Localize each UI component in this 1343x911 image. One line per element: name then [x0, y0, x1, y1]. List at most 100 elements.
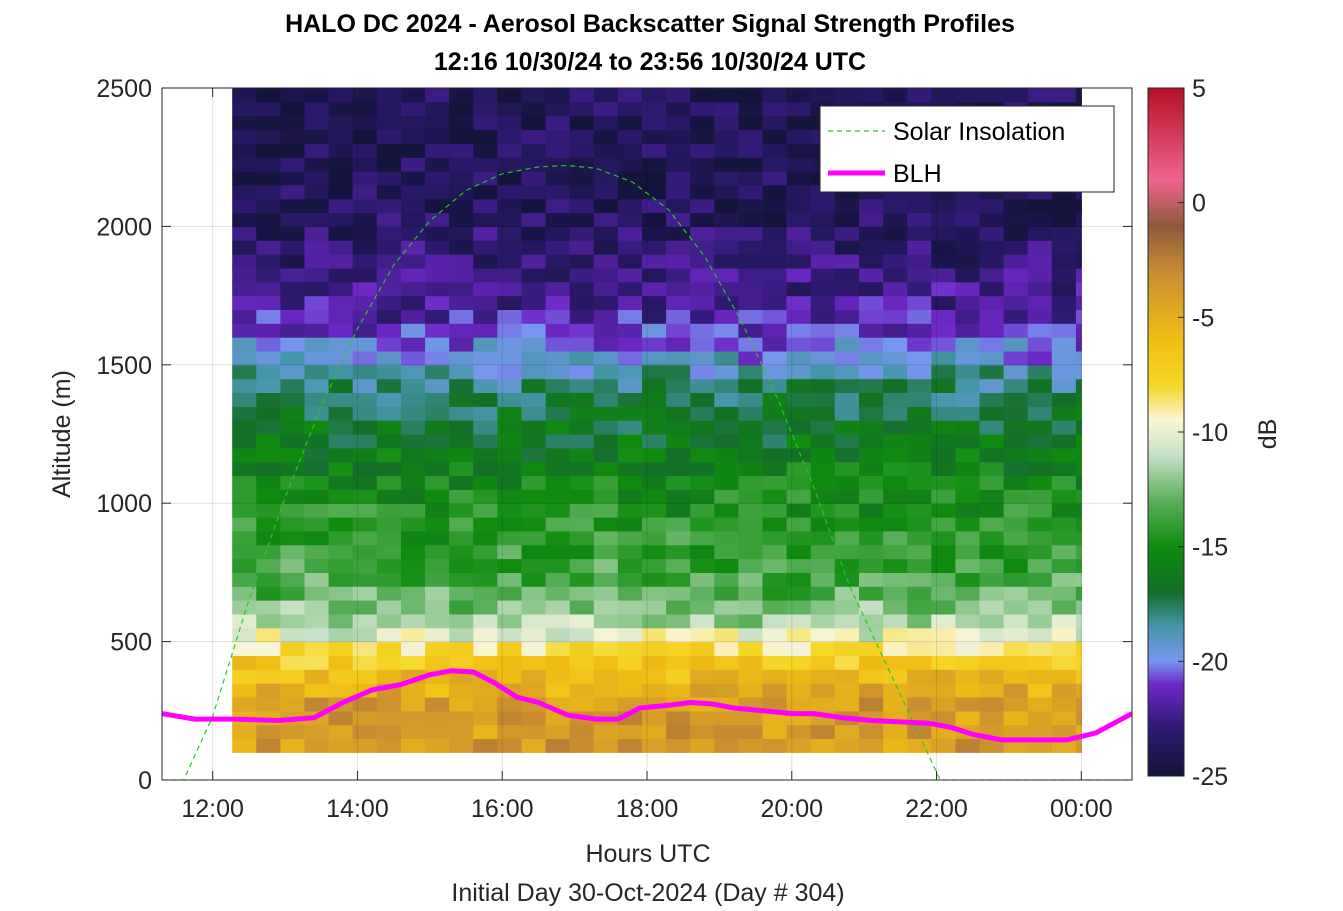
heatmap-cell [690, 212, 715, 227]
heatmap-cell [593, 171, 619, 186]
heatmap-cell [690, 351, 715, 366]
heatmap-cell [883, 489, 908, 504]
heatmap-cell [617, 267, 643, 283]
heatmap-cell [786, 669, 812, 684]
heatmap-cell [979, 558, 1005, 573]
heatmap-cell [328, 641, 354, 656]
colorbar-tick-label: 0 [1192, 190, 1206, 218]
heatmap-cell [401, 378, 426, 393]
heatmap-cell [280, 738, 306, 753]
heatmap-cell [883, 226, 908, 241]
heatmap-cell [955, 351, 981, 366]
heatmap-cell [666, 101, 691, 117]
heatmap-cell [376, 710, 402, 726]
heatmap-cell [328, 240, 354, 255]
y-axis-label: Altitude (m) [48, 370, 76, 498]
heatmap-cell [449, 281, 474, 297]
heatmap-cell [569, 323, 595, 338]
heatmap-cell [907, 544, 932, 560]
heatmap-cell [859, 655, 884, 670]
heatmap-cell [376, 88, 402, 103]
heatmap-cell [304, 392, 330, 407]
heatmap-cell [545, 240, 571, 255]
heatmap-cell [617, 115, 643, 131]
heatmap-cell [883, 600, 908, 615]
heatmap-cell [473, 254, 498, 269]
heatmap-cell [883, 420, 908, 435]
heatmap-cell [1027, 240, 1053, 255]
heatmap-cell [979, 254, 1005, 269]
heatmap-cell [931, 434, 956, 449]
heatmap-cell [1051, 586, 1077, 601]
heatmap-cell [931, 503, 956, 518]
heatmap-cell [545, 724, 571, 739]
heatmap-cell [256, 655, 281, 670]
heatmap-cell [1051, 475, 1077, 490]
heatmap-cell [738, 641, 764, 656]
heatmap-cell [521, 669, 547, 684]
heatmap-cell [955, 447, 981, 463]
heatmap-cell [280, 378, 306, 393]
heatmap-cell [955, 420, 981, 435]
heatmap-cell [497, 378, 523, 393]
heatmap-cell [232, 613, 257, 629]
heatmap-cell [521, 254, 547, 269]
heatmap-cell [931, 530, 956, 546]
heatmap-cell [690, 198, 715, 214]
heatmap-cell [714, 240, 739, 255]
heatmap-cell [352, 129, 378, 144]
heatmap-cell [810, 281, 836, 297]
heatmap-cell [979, 392, 1005, 407]
heatmap-cell [955, 655, 981, 670]
heatmap-cell [352, 724, 378, 739]
heatmap-cell [786, 434, 812, 449]
heatmap-cell [642, 738, 667, 753]
heatmap-cell [497, 544, 523, 560]
heatmap-cell [762, 129, 788, 144]
heatmap-cell [280, 88, 306, 103]
heatmap-cell [1027, 254, 1053, 269]
heatmap-cell [907, 281, 932, 297]
heatmap-cell [955, 710, 981, 726]
heatmap-cell [762, 600, 788, 615]
heatmap-cell [328, 392, 354, 407]
heatmap-cell [545, 212, 571, 227]
heatmap-cell [642, 267, 667, 283]
heatmap-cell [401, 101, 426, 117]
heatmap-cell [473, 627, 498, 643]
heatmap-cell [328, 295, 354, 310]
heatmap-cell [834, 88, 860, 103]
heatmap-cell [834, 738, 860, 753]
heatmap-cell [810, 461, 836, 477]
heatmap-cell [256, 129, 281, 144]
heatmap-cell [352, 641, 378, 656]
heatmap-cell [280, 655, 306, 670]
heatmap-cell [931, 420, 956, 435]
heatmap-cell [280, 627, 306, 643]
heatmap-cell [786, 572, 812, 587]
heatmap-cell [931, 378, 956, 393]
heatmap-cell [1003, 254, 1029, 269]
heatmap-cell [738, 115, 764, 131]
heatmap-cell [642, 281, 667, 297]
heatmap-cell [883, 641, 908, 656]
heatmap-cell [617, 351, 643, 366]
heatmap-cell [955, 489, 981, 504]
heatmap-cell [521, 475, 547, 490]
heatmap-cell [1027, 295, 1053, 310]
heatmap-cell [593, 115, 619, 131]
heatmap-cell [979, 475, 1005, 490]
heatmap-cell [762, 530, 788, 546]
heatmap-cell [304, 323, 330, 338]
heatmap-cell [569, 586, 595, 601]
heatmap-cell [328, 323, 354, 338]
heatmap-cell [714, 115, 739, 131]
heatmap-cell [786, 613, 812, 629]
heatmap-cell [497, 115, 523, 131]
heatmap-cell [1075, 586, 1082, 601]
heatmap-cell [1027, 586, 1053, 601]
heatmap-cell [328, 489, 354, 504]
heatmap-cell [617, 226, 643, 241]
heatmap-cell [642, 572, 667, 587]
heatmap-cell [714, 184, 739, 200]
